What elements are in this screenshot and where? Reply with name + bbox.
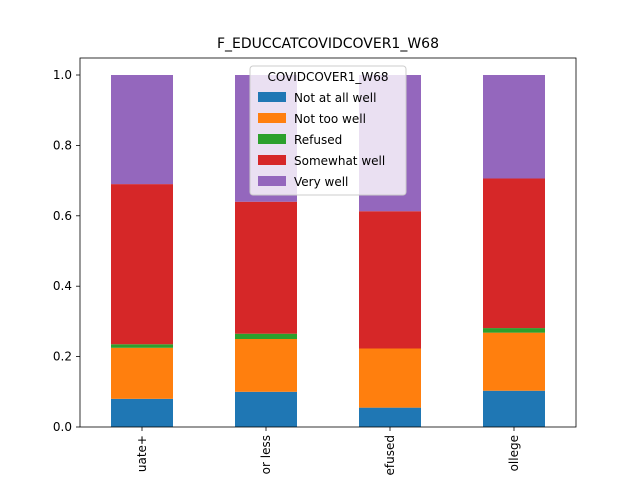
legend-box <box>249 65 407 196</box>
x-tick-label: efused <box>383 435 397 475</box>
plot-frame <box>79 57 577 428</box>
bar-segment <box>359 407 421 427</box>
chart-title: F_EDUCCATCOVIDCOVER1_W68 <box>217 36 439 52</box>
legend-entry-label: Not at all well <box>294 91 376 105</box>
legend-swatch <box>258 176 286 186</box>
legend-swatch <box>258 113 286 123</box>
bar-segment <box>111 398 173 427</box>
legend-entry-label: Refused <box>294 133 342 147</box>
bar-segment <box>483 328 545 333</box>
bar-segment <box>111 344 173 348</box>
legend: COVIDCOVER1_W68 Not at all well Not too we… <box>249 65 407 196</box>
bar-segment <box>235 333 297 339</box>
bar-segment <box>111 75 173 185</box>
bar-segment <box>359 211 421 349</box>
legend-swatch <box>258 155 286 165</box>
y-tick-label: 0.8 <box>53 138 72 152</box>
y-tick-label: 0.6 <box>53 209 72 223</box>
legend-entry-label: Very well <box>294 175 348 189</box>
bar-segment <box>359 348 421 408</box>
legend-swatch <box>258 92 286 102</box>
bar-segment <box>235 339 297 392</box>
y-tick-label: 1.0 <box>53 68 72 82</box>
legend-swatch <box>258 134 286 144</box>
x-tick-label: or less <box>259 435 273 474</box>
x-tick-label: ollege <box>507 435 521 471</box>
bar-segment <box>235 391 297 427</box>
legend-entry-label: Somewhat well <box>294 154 385 168</box>
bar-segment <box>111 184 173 345</box>
y-tick-label: 0.0 <box>53 420 72 434</box>
bar-segment <box>483 75 545 179</box>
legend-title: COVIDCOVER1_W68 <box>267 70 388 84</box>
bar-segment <box>483 332 545 391</box>
bar-segment <box>483 390 545 427</box>
legend-entry-label: Not too well <box>294 112 366 126</box>
x-tick-label: uate+ <box>135 435 149 472</box>
y-tick-label: 0.4 <box>53 279 72 293</box>
y-tick-label: 0.2 <box>53 350 72 364</box>
axes-layer: 0.0 0.2 0.4 0.6 0.8 1.0 uate+ or less efused olle… <box>53 57 577 475</box>
bar-segment <box>235 201 297 334</box>
bar-segment <box>111 347 173 399</box>
bar-segment <box>483 178 545 329</box>
